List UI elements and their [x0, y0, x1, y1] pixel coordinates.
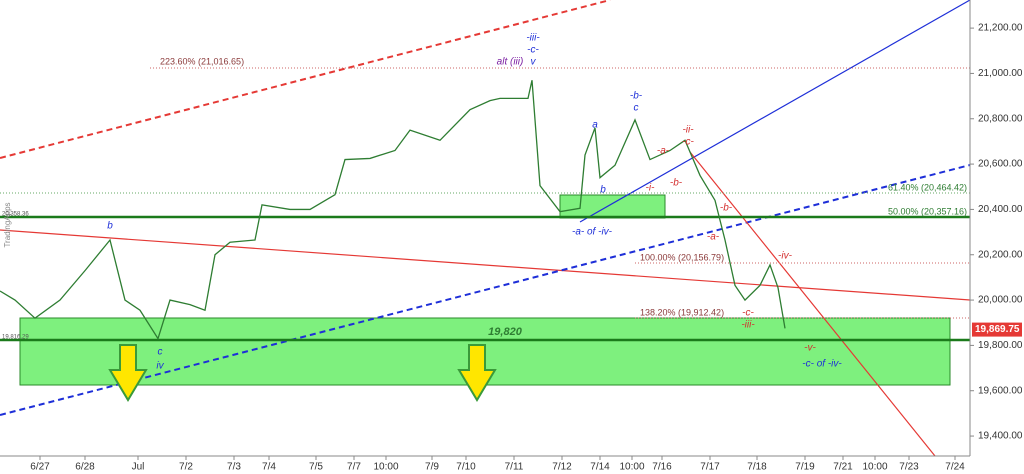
x-tick-label: 10:00 — [862, 462, 887, 473]
wave-label: c — [634, 103, 639, 114]
y-tick-label: 20,000.00 — [978, 295, 1023, 306]
wave-label: -b- — [720, 203, 733, 214]
fib-label: 100.00% (20,156.79) — [640, 252, 724, 262]
x-tick-label: 7/12 — [552, 462, 572, 473]
x-tick-label: 7/9 — [425, 462, 439, 473]
wave-label: -a- of -iv- — [572, 227, 613, 238]
wave-label: iv — [156, 361, 164, 372]
x-tick-label: 7/21 — [833, 462, 853, 473]
last-price-badge: 19,869.75 — [972, 322, 1022, 337]
wave-label: b — [107, 221, 113, 232]
y-tick-label: 21,200.00 — [978, 23, 1023, 34]
wave-label: b — [600, 185, 606, 196]
wave-label: -iv- — [778, 251, 793, 262]
x-tick-label: 7/3 — [227, 462, 241, 473]
y-tick-label: 19,800.00 — [978, 340, 1023, 351]
wave-label: -i- — [646, 183, 656, 194]
y-tick-label: 20,400.00 — [978, 204, 1023, 215]
x-tick-label: 7/14 — [590, 462, 610, 473]
wave-label: -v- — [804, 343, 816, 354]
left-label: 19,816.29 — [2, 335, 29, 341]
wave-label: -b- — [630, 91, 643, 102]
x-tick-label: 7/11 — [505, 462, 524, 473]
x-tick-label: 7/5 — [309, 462, 323, 473]
y-tick-label: 19,600.00 — [978, 385, 1023, 396]
x-tick-label: Jul — [132, 462, 145, 473]
x-tick-label: 7/4 — [262, 462, 276, 473]
wave-label: -c- — [742, 308, 754, 319]
wave-label: -a- — [657, 146, 670, 157]
x-tick-label: 7/2 — [179, 462, 193, 473]
y-tick-label: 21,000.00 — [978, 68, 1023, 79]
price-line — [0, 80, 786, 341]
y-tick-label: 19,400.00 — [978, 431, 1023, 442]
badge-label: 19,869.75 — [975, 324, 1020, 335]
x-tick-label: 6/27 — [30, 462, 50, 473]
wave-label: -iii- — [741, 320, 755, 331]
x-tick-label: 6/28 — [75, 462, 95, 473]
wave-label: alt (iii) — [497, 57, 524, 68]
x-tick-label: 7/16 — [652, 462, 672, 473]
trend-line — [0, 229, 971, 301]
wave-label: 19,820 — [488, 326, 523, 338]
wave-label: -c- — [527, 45, 539, 56]
wave-label: c — [158, 347, 163, 358]
watermark: TradingApps — [3, 202, 12, 247]
wave-label: v — [531, 57, 537, 68]
fib-label: 138.20% (19,912.42) — [640, 307, 724, 317]
trend-line — [0, 0, 611, 159]
x-tick-label: 7/7 — [347, 462, 361, 473]
x-tick-label: 10:00 — [373, 462, 398, 473]
wave-label: -ii- — [682, 125, 694, 136]
wave-label: a — [592, 120, 598, 131]
x-tick-label: 7/23 — [899, 462, 919, 473]
fib-label: 223.60% (21,016.65) — [160, 56, 244, 66]
arrow — [108, 344, 148, 402]
fib-label: 50.00% (20,357.16) — [888, 206, 967, 216]
wave-label: -iii- — [526, 33, 540, 44]
arrow — [457, 344, 497, 402]
x-tick-label: 7/19 — [795, 462, 815, 473]
x-tick-label: 7/10 — [456, 462, 476, 473]
x-tick-label: 10:00 — [619, 462, 644, 473]
wave-label: -b- — [670, 178, 683, 189]
trend-line — [689, 151, 936, 457]
support-zone-small — [559, 194, 666, 219]
y-tick-label: 20,200.00 — [978, 249, 1023, 260]
left-label: 20,358.36 — [2, 212, 29, 218]
fib-label: 61.40% (20,464.42) — [888, 182, 967, 192]
y-tick-label: 20,800.00 — [978, 113, 1023, 124]
y-tick-label: 20,600.00 — [978, 159, 1023, 170]
wave-label: -c- — [682, 137, 694, 148]
wave-label: -c- of -iv- — [802, 359, 842, 370]
badge-box — [972, 322, 1022, 337]
trend-line — [0, 164, 971, 416]
trend-line — [579, 0, 971, 223]
x-tick-label: 7/18 — [747, 462, 767, 473]
x-tick-label: 7/24 — [945, 462, 965, 473]
x-tick-label: 7/17 — [700, 462, 720, 473]
wave-label: -a- — [707, 232, 720, 243]
